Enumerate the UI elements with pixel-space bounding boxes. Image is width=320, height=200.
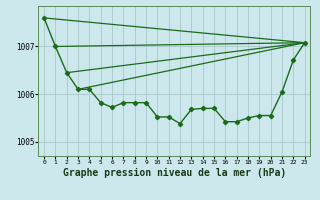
X-axis label: Graphe pression niveau de la mer (hPa): Graphe pression niveau de la mer (hPa) bbox=[63, 168, 286, 178]
